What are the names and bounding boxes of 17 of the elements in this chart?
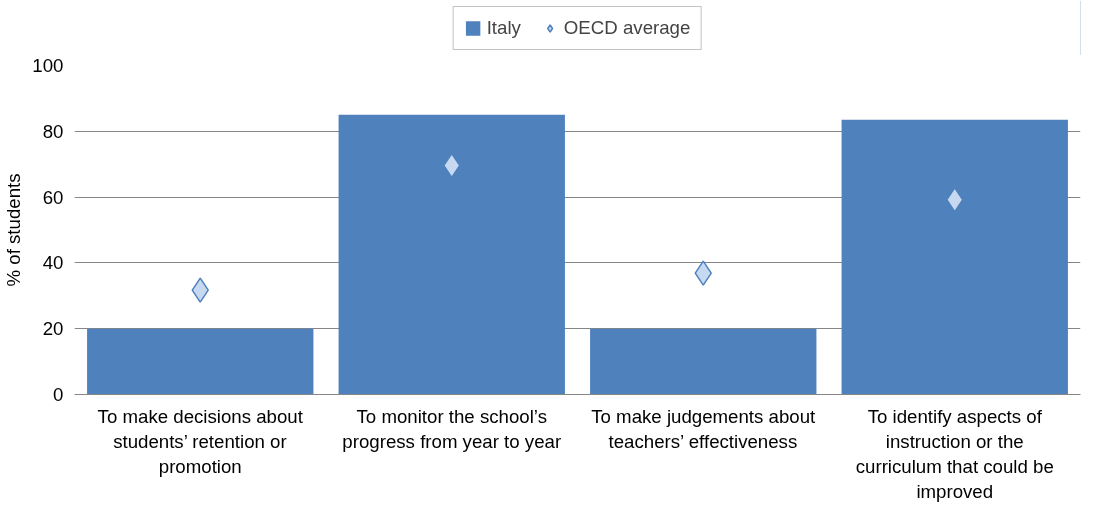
x-tick-label: To make decisions about students’ retention or promotion [97,405,304,477]
y-axis-title: % of students [3,173,25,287]
x-tick-label: To make judgements about teachers’ effectiveness [591,405,817,452]
y-tick-label: 20 [42,318,64,340]
legend-label: OECD average [563,16,691,39]
x-tick-label: To identify aspects of instruction or the curriculum that could be improved [855,405,1054,503]
y-tick-label: 80 [42,120,64,142]
bar [338,114,565,395]
y-tick-label: 0 [53,384,64,405]
legend-label: Italy [486,16,521,39]
bar [590,328,817,395]
x-tick-label: To monitor the school’s progress from year to year [342,405,562,452]
bar [841,119,1068,395]
bar [87,328,314,395]
y-tick-label: 60 [42,186,64,208]
y-tick-label: 100 [32,55,64,76]
y-tick-label: 40 [42,252,64,274]
